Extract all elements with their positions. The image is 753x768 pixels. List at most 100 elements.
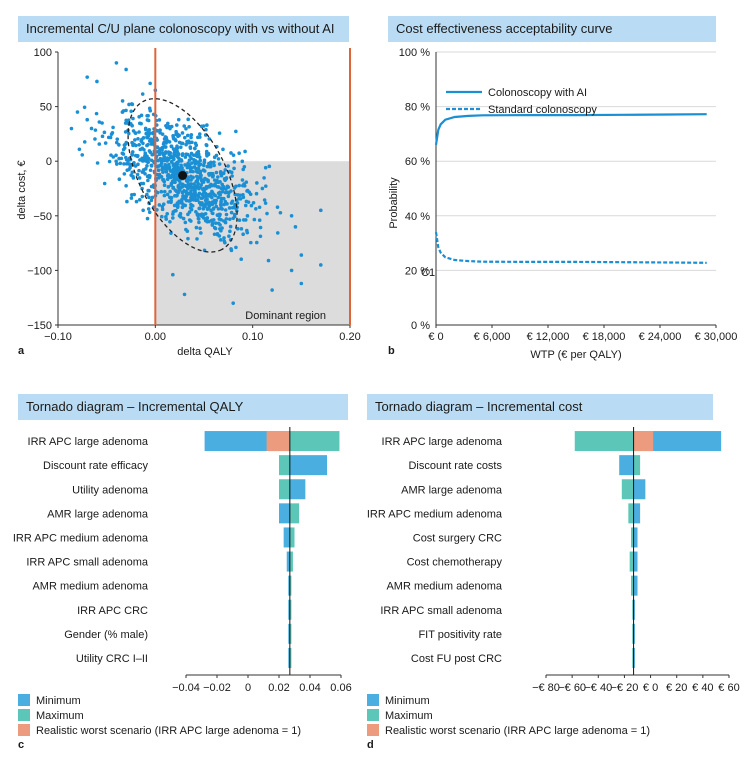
scatter-point — [262, 176, 266, 180]
bar-maximum — [628, 503, 634, 524]
scatter-point — [194, 225, 199, 230]
scatter-point — [254, 191, 259, 196]
scatter-point — [160, 165, 165, 169]
scatter-point — [149, 163, 154, 168]
scatter-point — [131, 116, 135, 121]
scatter-point — [129, 102, 134, 106]
scatter-point — [213, 221, 218, 225]
scatter-point — [162, 183, 167, 187]
scatter-point — [216, 195, 221, 200]
scatter-point — [102, 181, 107, 186]
scatter-point — [93, 137, 97, 141]
scatter-point — [243, 149, 247, 154]
dominant-region-label: Dominant region — [245, 310, 326, 322]
scatter-point — [240, 178, 245, 182]
scatter-point — [201, 216, 206, 220]
scatter-point — [319, 208, 323, 213]
scatter-point — [102, 130, 107, 135]
scatter-point — [159, 214, 164, 219]
scatter-point — [124, 67, 128, 72]
scatter-point — [208, 192, 213, 197]
scatter-point — [241, 218, 246, 222]
scatter-point — [237, 218, 242, 222]
bar-minimum — [633, 623, 635, 644]
scatter-point — [187, 124, 191, 129]
scatter-point — [77, 147, 82, 152]
scatter-point — [137, 197, 142, 202]
y-tick-label: 0 % — [411, 320, 430, 332]
scatter-point — [229, 201, 234, 205]
scatter-point — [144, 127, 148, 132]
scatter-point — [82, 105, 87, 110]
scatter-point — [140, 156, 144, 161]
scatter-point — [139, 181, 144, 186]
scatter-point — [189, 178, 193, 182]
x-tick-label: € 60 — [718, 682, 739, 694]
scatter-point — [188, 206, 193, 210]
scatter-point — [253, 206, 258, 211]
panel-c-legend: Minimum Maximum Realistic worst scenario… — [18, 694, 301, 739]
scatter-point — [127, 162, 132, 166]
ceac-chart: 0 % 20 % 40 % 60 % 80 % 100 % € 0 € 6,000 € 12,0… — [388, 47, 738, 361]
scatter-point — [167, 140, 172, 144]
legend-minimum: Minimum — [367, 694, 650, 709]
scatter-point — [263, 184, 268, 188]
scatter-point — [189, 151, 194, 156]
scatter-point — [144, 131, 148, 136]
scatter-point — [231, 216, 236, 221]
scatter-point — [197, 206, 202, 211]
scatter-point — [240, 159, 245, 164]
scatter-point — [216, 213, 220, 218]
scatter-point — [270, 288, 274, 292]
scatter-point — [143, 171, 147, 176]
confidence-ellipse — [127, 98, 238, 253]
scatter-point — [226, 185, 231, 189]
scatter-point — [221, 171, 226, 176]
scatter-point — [182, 135, 187, 140]
scatter-point — [137, 168, 141, 173]
scatter-point — [206, 205, 211, 210]
scatter-point — [159, 189, 164, 194]
x-tick-label: € 0 — [643, 682, 658, 694]
scatter-point — [208, 164, 213, 169]
scatter-point — [255, 181, 259, 185]
scatter-point — [148, 108, 153, 113]
scatter-point — [155, 145, 160, 149]
scatter-point — [124, 162, 129, 166]
panel-d: Tornado diagram – Incremental cost IRR A… — [367, 385, 753, 768]
scatter-point — [222, 196, 226, 201]
scatter-point — [257, 218, 262, 223]
scatter-point — [164, 123, 168, 128]
legend-maximum: Maximum — [18, 709, 301, 724]
scatter-point — [239, 227, 244, 231]
scatter-point — [145, 216, 150, 221]
y-tick-label: 40 % — [405, 211, 430, 223]
scatter-point — [197, 200, 202, 205]
scatter-point — [191, 169, 195, 174]
scatter-point — [215, 184, 220, 189]
scatter-point — [212, 232, 217, 237]
scatter-point — [130, 150, 135, 154]
scatter-point — [172, 157, 176, 162]
x-tick-label: € 30,000 — [695, 331, 738, 343]
scatter-point — [121, 152, 126, 156]
scatter-point — [110, 130, 115, 135]
scatter-point — [141, 168, 146, 173]
scatter-point — [200, 212, 204, 217]
scatter-point — [167, 162, 171, 167]
scatter-point — [217, 217, 222, 221]
scatter-point — [180, 197, 184, 202]
scatter-point — [229, 247, 233, 251]
x-tick-label: € 0 — [428, 331, 443, 343]
category-label: IRR APC CRC — [77, 605, 148, 617]
scatter-point — [227, 169, 232, 174]
scatter-point — [179, 200, 183, 205]
scatter-point — [243, 203, 248, 208]
y-tick-label: 80 % — [405, 102, 430, 114]
scatter-point — [210, 183, 215, 188]
scatter-point — [257, 205, 262, 210]
scatter-point — [140, 137, 144, 142]
x-tick-label: 0.04 — [299, 682, 320, 694]
bar-minimum — [288, 647, 290, 668]
scatter-point — [193, 146, 197, 151]
